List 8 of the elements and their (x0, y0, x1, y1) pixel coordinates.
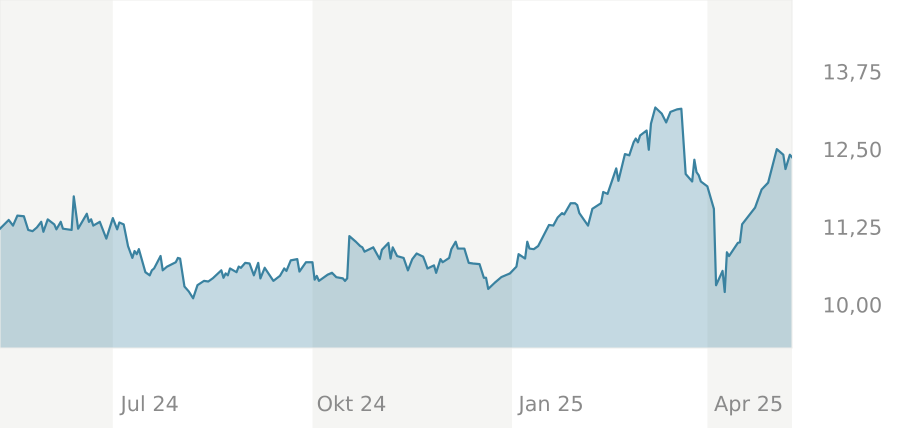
y-tick-label: 10,00 (824, 296, 881, 315)
x-tick-label: Okt 24 (318, 395, 386, 412)
y-tick-label: 12,50 (824, 142, 881, 160)
x-tick-label: Apr 25 (714, 396, 782, 416)
x-tick-label: Jan 25 (517, 396, 582, 416)
y-tick-label: 11,25 (824, 219, 880, 238)
y-tick-label: 13,75 (824, 64, 880, 82)
x-tick-label: Jul 24 (120, 395, 178, 416)
